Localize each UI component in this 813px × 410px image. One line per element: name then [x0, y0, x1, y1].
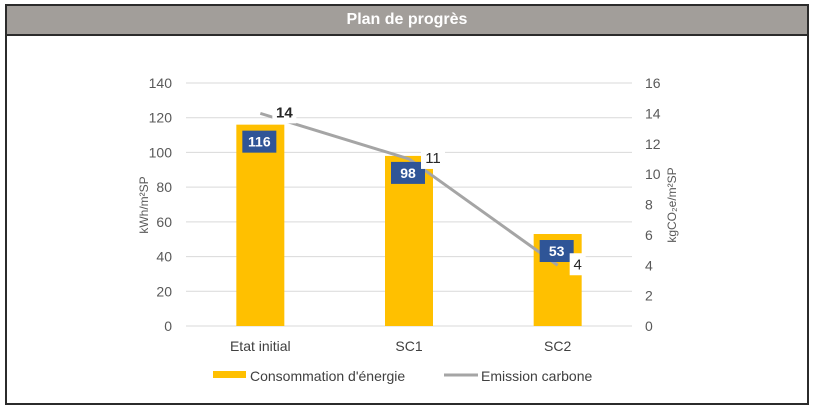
line-value-label: 11 [425, 150, 441, 167]
right-tick-label: 0 [645, 318, 653, 334]
category-label: Etat initial [230, 338, 291, 354]
legend-swatch-bar [213, 371, 246, 378]
bar [236, 124, 285, 327]
line-value-label: 14 [276, 104, 293, 121]
category-label: SC1 [395, 338, 422, 354]
bar-value-label: 116 [248, 134, 271, 150]
right-tick-label: 16 [645, 75, 661, 91]
left-tick-label: 0 [164, 318, 172, 334]
bar-value-label: 53 [549, 243, 565, 259]
left-tick-label: 20 [156, 283, 172, 299]
left-tick-label: 100 [149, 144, 173, 160]
right-tick-label: 12 [645, 136, 661, 152]
legend-label-energy: Consommation d'énergie [250, 368, 405, 384]
legend-label-carbon: Emission carbone [481, 368, 592, 384]
left-axis-ticks: 0 20 40 60 80 100 120 140 [149, 75, 173, 334]
category-labels: Etat initial SC1 SC2 [230, 338, 572, 354]
chart-header: Plan de progrès [7, 6, 807, 36]
right-tick-label: 2 [645, 288, 653, 304]
right-tick-label: 14 [645, 105, 661, 121]
bar-label-bg [242, 130, 277, 153]
left-tick-label: 60 [156, 214, 172, 230]
bars [236, 124, 582, 327]
bar-label-bg [391, 161, 425, 184]
bar-label-bg [539, 240, 574, 263]
left-tick-label: 140 [149, 75, 173, 91]
right-tick-label: 8 [645, 197, 653, 213]
category-label: SC2 [544, 338, 571, 354]
data-labels: 116 98 53 14 11 4 [242, 101, 586, 276]
line-label-bg [421, 146, 445, 169]
right-axis-ticks: 0 2 4 6 8 10 12 14 16 [645, 75, 661, 334]
bar [385, 155, 433, 326]
chart-frame: Plan de progrès [5, 4, 809, 405]
left-tick-label: 80 [156, 179, 172, 195]
left-tick-label: 40 [156, 249, 172, 265]
line-series [259, 111, 559, 267]
line-value-label: 4 [573, 256, 581, 273]
right-axis-title: kgCO₂e/m²SP [665, 167, 679, 242]
bar-value-label: 98 [400, 165, 416, 181]
chart-title: Plan de progrès [346, 11, 468, 28]
right-tick-label: 4 [645, 257, 653, 273]
line-label-bg [569, 253, 586, 276]
legend: Consommation d'énergie Emission carbone [213, 368, 592, 384]
line-label-bg [272, 101, 297, 124]
right-tick-label: 10 [645, 166, 661, 182]
right-tick-label: 6 [645, 227, 653, 243]
left-tick-label: 120 [149, 110, 173, 126]
left-axis-title: kWh/m²SP [137, 176, 151, 233]
